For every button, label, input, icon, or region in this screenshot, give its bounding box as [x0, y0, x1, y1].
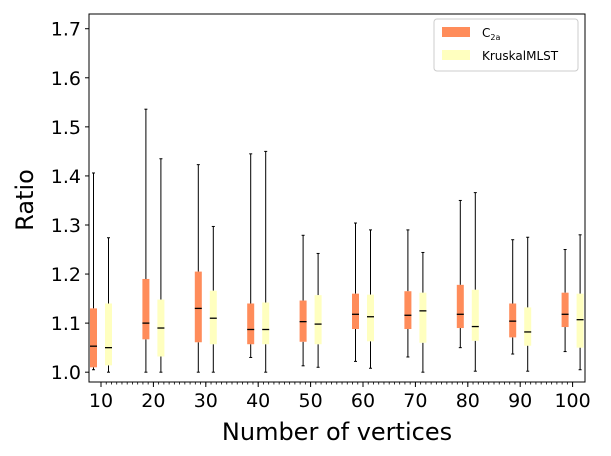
x-tick-label: 20 [141, 390, 165, 412]
x-tick-label: 60 [351, 390, 375, 412]
plot-area: 1.0 1.1 1.2 1.3 1.4 1.5 1.6 1.7 10 20 30 40 50 60 70 80… [51, 13, 591, 412]
y-tick-label: 1.6 [51, 68, 81, 90]
box-c2a [194, 271, 202, 343]
y-tick-label: 1.1 [51, 313, 81, 335]
y-axis-title: Ratio [11, 169, 39, 231]
box-kruskalmlst [262, 302, 270, 345]
x-tick-label: 80 [456, 390, 480, 412]
y-tick-label: 1.7 [51, 19, 81, 41]
legend-label-kruskalmlst: KruskalMLST [482, 49, 559, 63]
legend-label-c2a: C2a [482, 26, 500, 42]
x-tick-label: 100 [554, 390, 590, 412]
x-tick-label: 30 [194, 390, 218, 412]
x-tick-label: 40 [246, 390, 270, 412]
x-tick-label: 90 [508, 390, 532, 412]
y-tick-label: 1.2 [51, 264, 81, 286]
box-c2a [404, 291, 412, 330]
box-kruskalmlst [524, 307, 532, 346]
box-kruskalmlst [471, 289, 479, 341]
legend: C2a KruskalMLST [433, 18, 579, 72]
y-tick-label: 1.4 [51, 166, 81, 188]
box-c2a [456, 284, 464, 329]
box-kruskalmlst [367, 294, 374, 342]
box-kruskalmlst [576, 293, 584, 348]
box-kruskalmlst [209, 290, 217, 345]
y-tick-label: 1.5 [51, 117, 81, 139]
box-c2a [142, 278, 150, 340]
legend-frame [433, 18, 579, 72]
legend-swatch-kruskalmlst [442, 50, 470, 60]
legend-swatch-c2a [442, 27, 470, 37]
box-c2a [90, 308, 97, 368]
x-tick-label: 50 [299, 390, 323, 412]
box-kruskalmlst [314, 295, 322, 345]
box-c2a [509, 303, 517, 338]
y-tick-label: 1.0 [51, 362, 81, 384]
box-c2a [561, 292, 569, 328]
x-tick-label: 70 [403, 390, 427, 412]
legend-label-c2a-main: C [482, 26, 490, 40]
box-kruskalmlst [105, 303, 112, 366]
x-axis-title: Number of vertices [222, 418, 452, 446]
legend-label-c2a-sub: 2a [490, 33, 500, 42]
box-c2a [247, 303, 255, 345]
y-tick-label: 1.3 [51, 215, 81, 237]
x-tick-label: 10 [89, 390, 113, 412]
box-kruskalmlst [419, 292, 427, 343]
box-c2a [352, 293, 359, 330]
